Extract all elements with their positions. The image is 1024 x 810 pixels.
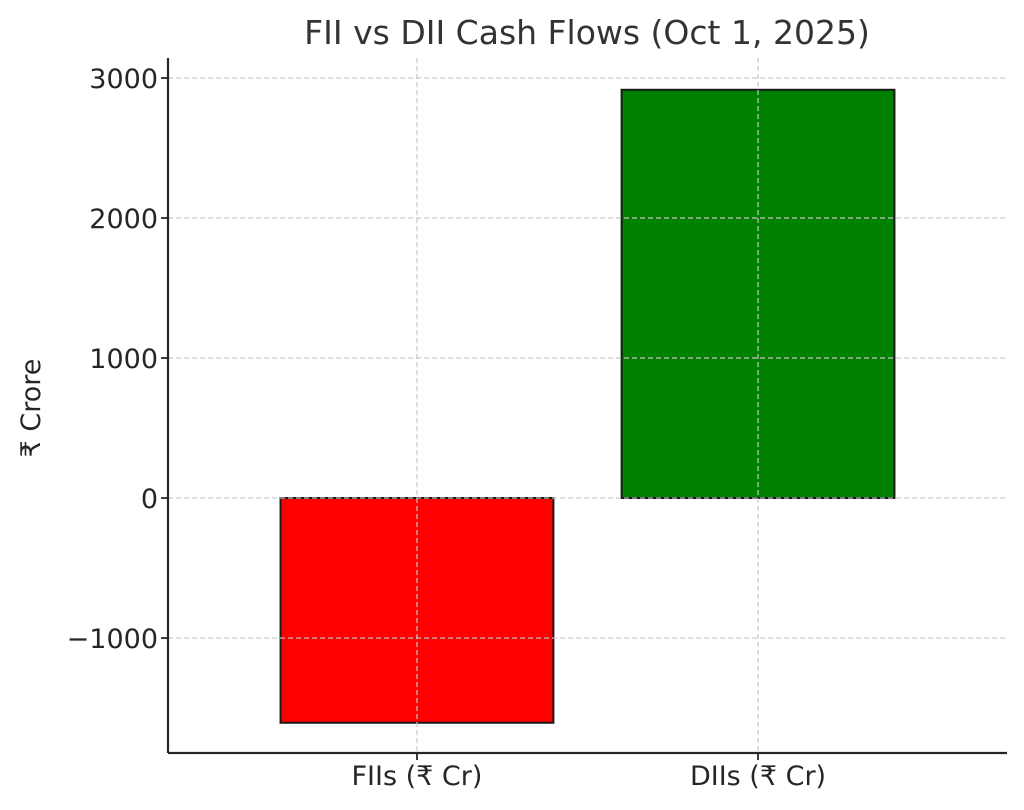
y-tick-label: 1000 (89, 344, 158, 375)
bars (279, 88, 896, 724)
y-tick-label: 2000 (89, 204, 158, 235)
y-tick-label: 3000 (89, 64, 158, 95)
grid-lines (168, 58, 1007, 753)
y-axis-ticks: −1000 0 1000 2000 3000 (67, 64, 168, 655)
y-tick-label: −1000 (67, 624, 158, 655)
axes (166, 58, 1007, 755)
x-tick-label: DIIs (₹ Cr) (690, 761, 826, 792)
chart-title: FII vs DII Cash Flows (Oct 1, 2025) (304, 13, 870, 52)
y-tick-label: 0 (141, 484, 158, 515)
y-axis-label: ₹ Crore (16, 359, 47, 458)
x-tick-label: FIIs (₹ Cr) (352, 761, 483, 792)
x-axis-ticks: FIIs (₹ Cr) DIIs (₹ Cr) (352, 753, 826, 792)
